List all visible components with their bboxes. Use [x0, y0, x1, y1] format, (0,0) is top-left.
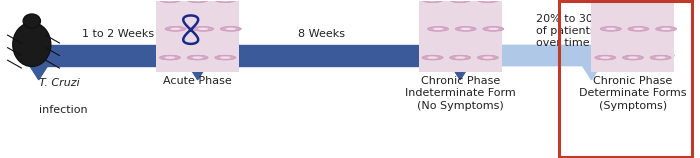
Text: 8 Weeks: 8 Weeks [298, 29, 346, 39]
FancyArrow shape [38, 45, 460, 66]
FancyArrow shape [460, 42, 674, 69]
Text: 1 to 2 Weeks: 1 to 2 Weeks [82, 29, 154, 39]
Circle shape [477, 55, 498, 60]
Circle shape [422, 55, 443, 60]
Circle shape [650, 0, 671, 3]
Circle shape [661, 28, 671, 30]
Circle shape [428, 27, 449, 31]
Circle shape [655, 0, 666, 1]
Circle shape [427, 56, 438, 59]
Circle shape [595, 55, 616, 60]
Text: Acute Phase: Acute Phase [163, 76, 232, 86]
Circle shape [656, 27, 677, 31]
Polygon shape [452, 66, 469, 80]
Circle shape [193, 56, 203, 59]
Circle shape [628, 27, 649, 31]
Circle shape [655, 56, 666, 59]
Circle shape [164, 0, 175, 1]
Polygon shape [582, 66, 601, 80]
Circle shape [165, 27, 186, 31]
Bar [592, 0, 674, 72]
Circle shape [455, 56, 466, 59]
Circle shape [482, 56, 493, 59]
Text: Chronic Phase
Determinate Forms
(Symptoms): Chronic Phase Determinate Forms (Symptom… [579, 76, 687, 111]
Circle shape [187, 55, 208, 60]
Circle shape [433, 28, 443, 30]
Circle shape [449, 0, 470, 3]
Circle shape [225, 28, 236, 30]
Circle shape [622, 0, 643, 3]
Polygon shape [188, 66, 206, 80]
Circle shape [455, 27, 476, 31]
Circle shape [650, 55, 671, 60]
Circle shape [193, 0, 203, 1]
Circle shape [187, 0, 208, 3]
Circle shape [482, 0, 493, 1]
Bar [559, 1, 692, 157]
Circle shape [600, 0, 610, 1]
Circle shape [449, 55, 470, 60]
Bar [419, 0, 502, 72]
Circle shape [215, 0, 236, 3]
Ellipse shape [13, 23, 51, 67]
Circle shape [622, 55, 643, 60]
Text: Chronic Phase
Indeterminate Form
(No Symptoms): Chronic Phase Indeterminate Form (No Sym… [405, 76, 516, 111]
Circle shape [628, 0, 638, 1]
Circle shape [606, 28, 616, 30]
Circle shape [628, 56, 638, 59]
Circle shape [461, 28, 471, 30]
Circle shape [215, 55, 236, 60]
Circle shape [422, 0, 443, 3]
Text: T. Cruzi: T. Cruzi [38, 78, 79, 88]
Circle shape [164, 56, 175, 59]
Circle shape [601, 27, 622, 31]
Text: 20% to 30%
of patients
over time: 20% to 30% of patients over time [536, 14, 603, 49]
Circle shape [160, 0, 181, 3]
Circle shape [170, 28, 181, 30]
Bar [156, 0, 239, 72]
Circle shape [600, 56, 610, 59]
Circle shape [634, 28, 644, 30]
Circle shape [220, 56, 230, 59]
Circle shape [477, 0, 498, 3]
Ellipse shape [23, 14, 41, 28]
Circle shape [455, 0, 466, 1]
Text: infection: infection [38, 105, 88, 115]
Circle shape [595, 0, 616, 3]
Circle shape [427, 0, 438, 1]
Circle shape [160, 55, 181, 60]
Circle shape [483, 27, 504, 31]
Polygon shape [29, 66, 48, 80]
Circle shape [220, 27, 241, 31]
Circle shape [488, 28, 498, 30]
Circle shape [198, 28, 209, 30]
Circle shape [193, 27, 214, 31]
Circle shape [220, 0, 230, 1]
